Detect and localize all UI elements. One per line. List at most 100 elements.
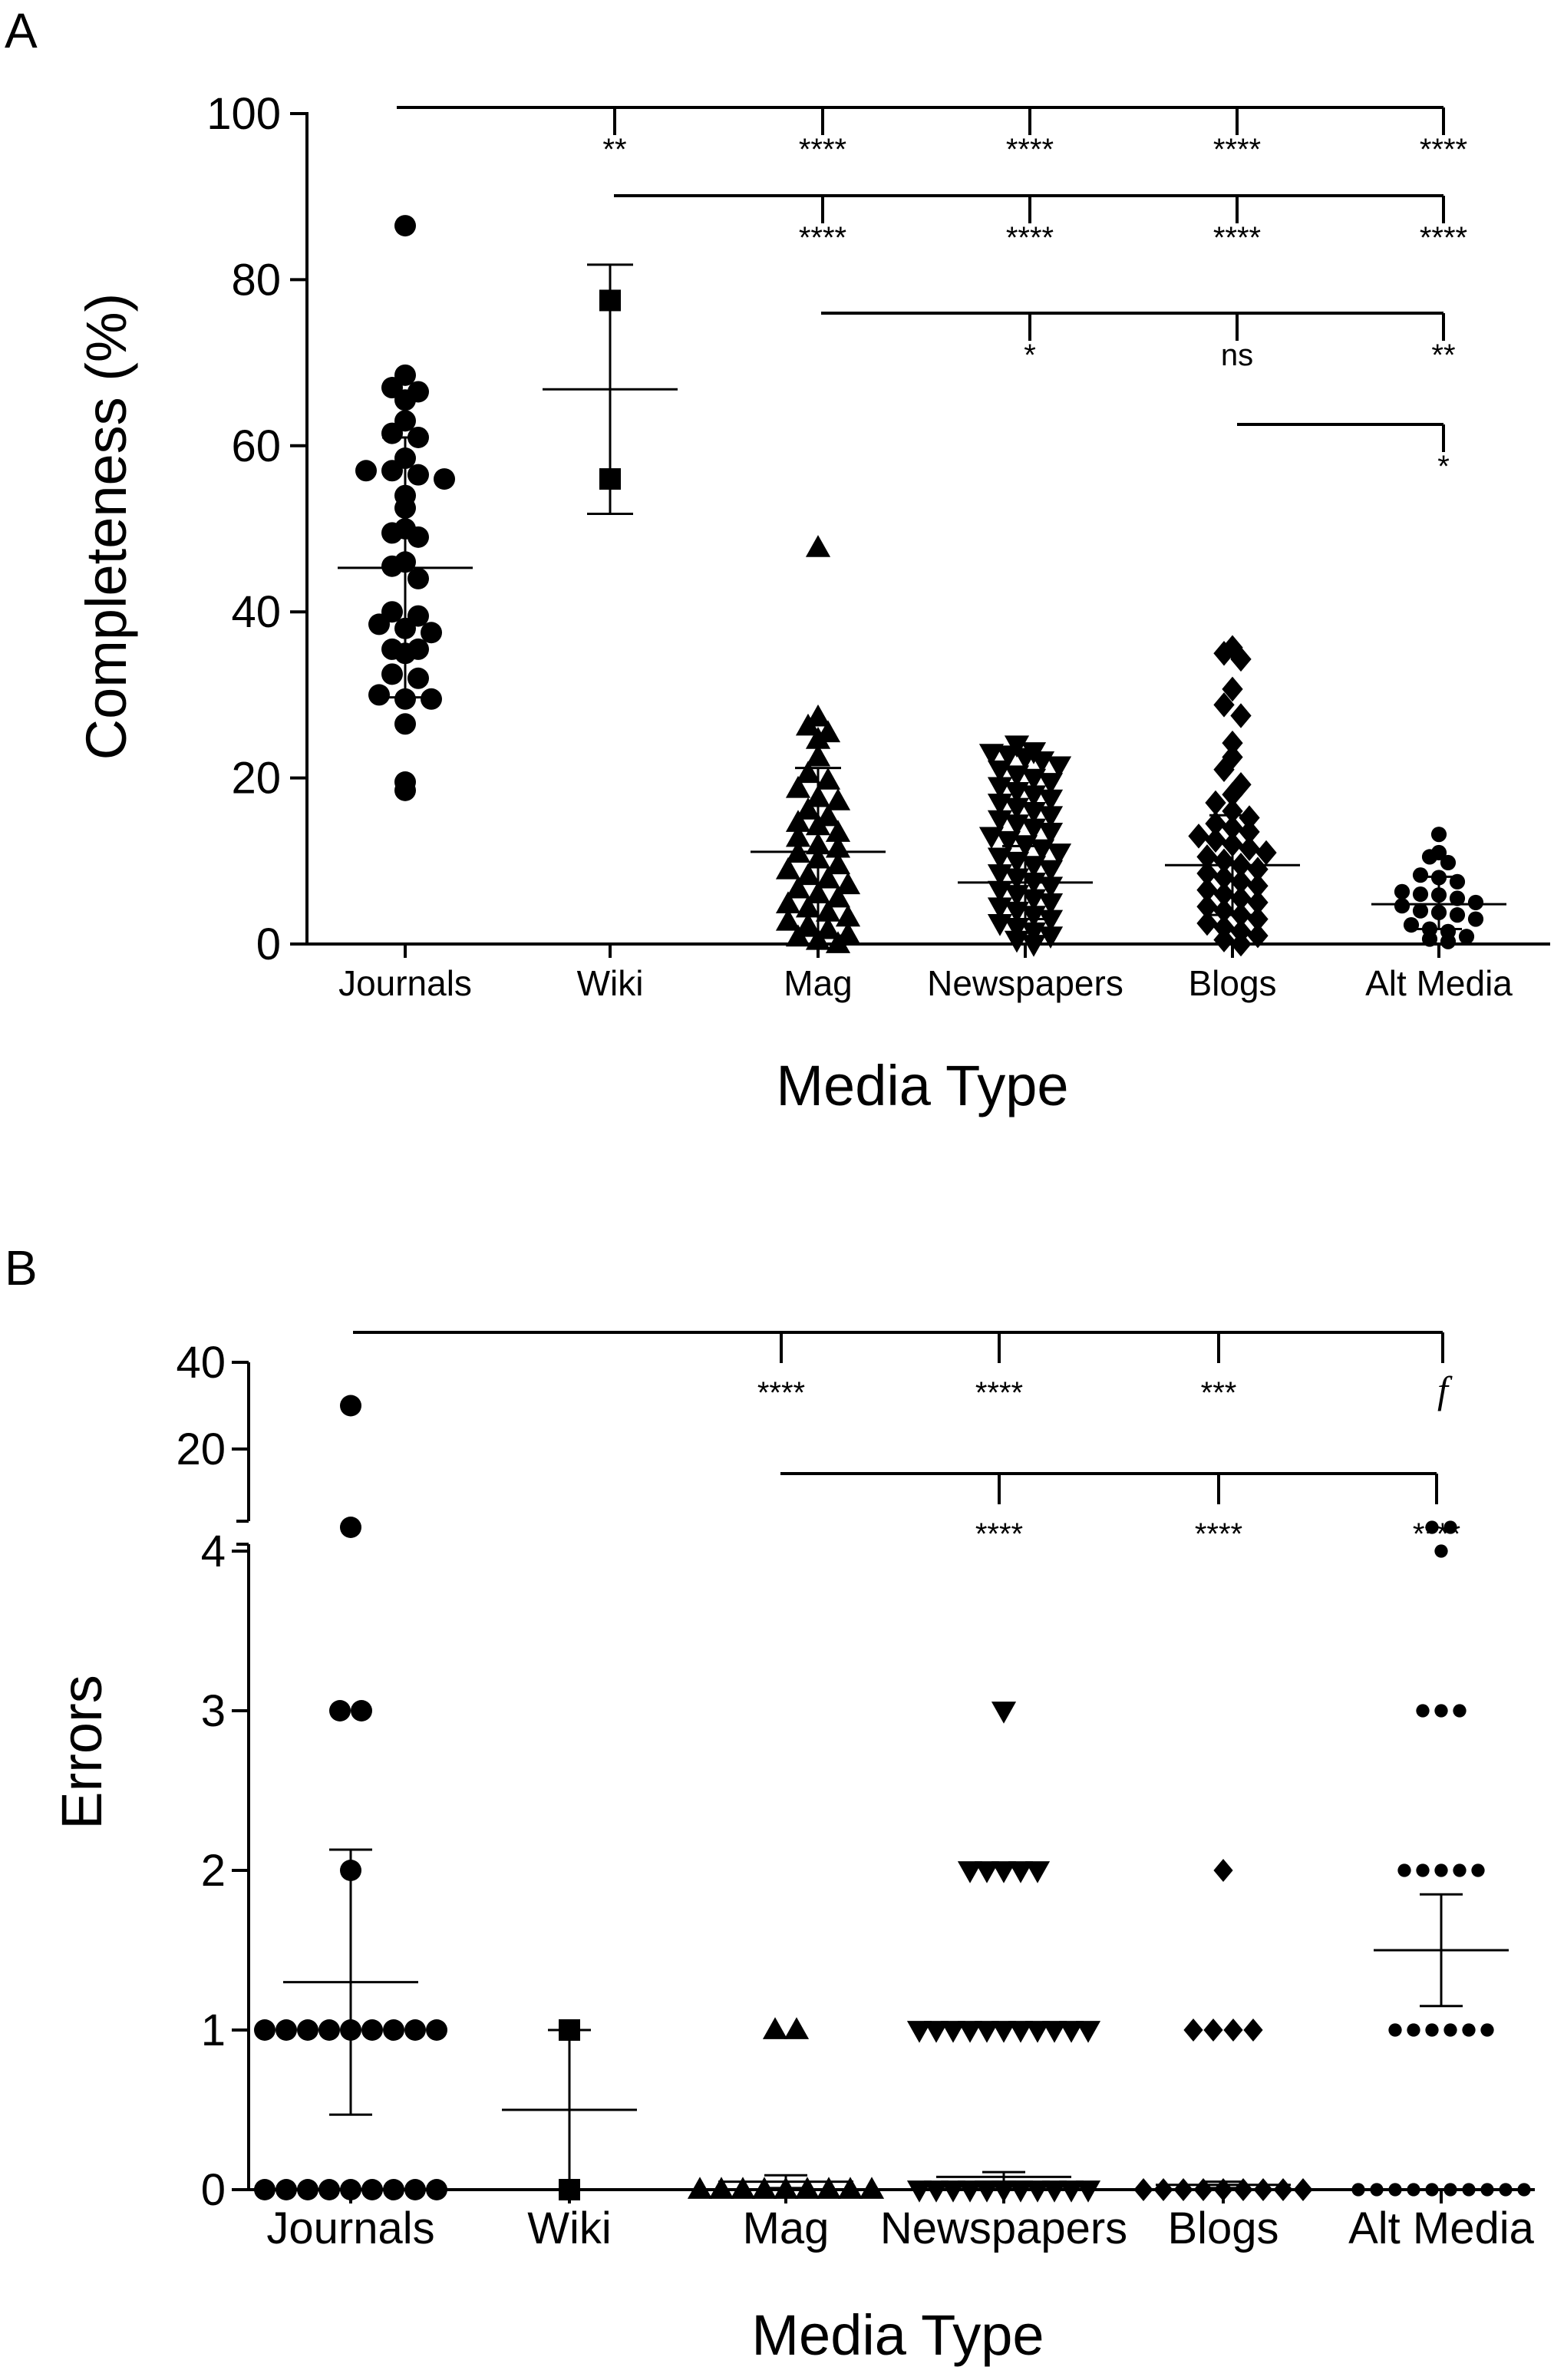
panel-b-point-alt-media xyxy=(1443,2023,1457,2037)
panel-b-point-alt-media xyxy=(1480,2023,1494,2037)
panel-a-point-blogs xyxy=(1213,927,1235,952)
panel-b-point-blogs xyxy=(1243,2019,1263,2042)
panel-b-point-mag xyxy=(816,2177,842,2199)
panel-a-point-journals xyxy=(394,389,416,411)
panel-a-point-blogs xyxy=(1230,646,1252,672)
panel-a-significance-journals-vs-alt-media: **** xyxy=(1420,133,1467,167)
panel-a-point-mag xyxy=(825,885,851,908)
panel-b-point-newspapers xyxy=(940,2180,966,2203)
panel-a-significance-wiki-vs-mag: **** xyxy=(799,221,846,255)
panel-a-point-newspapers xyxy=(995,745,1021,768)
panel-a-point-mag xyxy=(805,535,831,557)
panel-b-point-blogs xyxy=(1233,2178,1253,2201)
panel-b-point-mag xyxy=(687,2177,713,2199)
panel-b-point-newspapers xyxy=(974,2180,1000,2203)
panel-b-point-alt-media xyxy=(1480,2183,1494,2197)
panel-b-point-alt-media xyxy=(1434,1544,1448,1558)
panel-b-point-alt-media xyxy=(1351,2183,1365,2197)
panel-b-significance-journals-vs-mag: **** xyxy=(757,1376,805,1410)
panel-a-point-blogs xyxy=(1196,910,1218,936)
panel-a-axes: 0 20 40 60 80 100 Journals Wiki Mag Newspapers Blo… xyxy=(206,89,1550,1003)
panel-b-point-newspapers xyxy=(1058,2180,1084,2203)
panel-a-point-journals xyxy=(381,522,403,544)
panel-b-point-journals xyxy=(383,2019,404,2041)
panel-b-point-newspapers xyxy=(991,2180,1017,2203)
panel-b-point-journals xyxy=(275,2019,297,2041)
panel-a-point-mag xyxy=(805,927,831,950)
panel-a-point-mag xyxy=(795,863,821,886)
panel-b-point-newspapers xyxy=(957,2021,983,2043)
panel-b-point-alt-media xyxy=(1453,1704,1467,1718)
panel-b-point-alt-media xyxy=(1499,2183,1513,2197)
panel-b-point-blogs xyxy=(1133,2178,1153,2201)
panel-b-point-alt-media xyxy=(1388,2183,1402,2197)
panel-a-point-mag xyxy=(775,908,801,931)
panel-b-x-axis-title: Media Type xyxy=(751,2303,1044,2367)
panel-a-point-alt-media xyxy=(1421,849,1438,865)
panel-b-point-journals xyxy=(254,2019,275,2041)
panel-b-point-journals xyxy=(404,2019,426,2041)
panel-a-point-journals xyxy=(368,613,390,635)
panel-a-point-blogs xyxy=(1196,860,1218,886)
panel-b-error-bars xyxy=(283,1848,1509,2191)
panel-b-point-alt-media xyxy=(1462,2183,1476,2197)
panel-a-point-journals xyxy=(407,526,429,548)
panel-a-significance-blogs-vs-alt-media: * xyxy=(1437,450,1450,484)
panel-a-data-points xyxy=(355,215,1484,957)
panel-b-point-journals xyxy=(318,2019,340,2041)
panel-b-point-newspapers xyxy=(957,2180,983,2203)
panel-b-point-newspapers xyxy=(1008,2180,1034,2203)
panel-a-significance-journals-vs-newspapers: **** xyxy=(1006,133,1054,167)
panel-b-point-alt-media xyxy=(1370,2183,1384,2197)
panel-a-point-newspapers xyxy=(1038,893,1064,916)
panel-a-point-journals xyxy=(355,460,377,482)
panel-b-y-tick-label: 2 xyxy=(201,1846,226,1896)
panel-a-significance-journals-vs-blogs: **** xyxy=(1213,133,1261,167)
panel-a-point-mag xyxy=(805,727,831,749)
panel-b-significance-journals-vs-alt-media: f xyxy=(1437,1368,1453,1411)
panel-b-point-journals xyxy=(426,2019,447,2041)
panel-a-point-blogs xyxy=(1247,857,1269,882)
panel-b-point-blogs xyxy=(1253,2178,1273,2201)
panel-b-point-blogs xyxy=(1153,2178,1173,2201)
panel-a-point-newspapers xyxy=(978,744,1005,766)
panel-a-x-tick-label-blogs: Blogs xyxy=(1188,963,1276,1003)
panel-b-point-newspapers xyxy=(1041,2021,1067,2043)
panel-b-point-journals xyxy=(426,2179,447,2200)
panel-b-point-newspapers xyxy=(974,2021,1000,2043)
panel-a-significance-wiki-vs-blogs: **** xyxy=(1213,221,1261,255)
panel-a-point-alt-media xyxy=(1403,917,1420,933)
panel-a-point-mag xyxy=(825,931,851,953)
panel-a-point-journals xyxy=(421,622,442,644)
panel-a-point-blogs xyxy=(1239,805,1260,830)
panel-a-point-journals xyxy=(394,779,416,801)
panel-a-point-mag xyxy=(835,904,861,927)
panel-b-y-tick-label: 1 xyxy=(201,2005,226,2055)
panel-a-point-newspapers xyxy=(1038,860,1064,883)
panel-a-point-journals xyxy=(381,663,403,685)
panel-b-point-blogs xyxy=(1273,2178,1293,2201)
panel-b-point-alt-media xyxy=(1416,1704,1430,1718)
panel-a-point-journals xyxy=(381,460,403,482)
panel-a-point-blogs xyxy=(1213,848,1235,874)
panel-b-point-mag xyxy=(762,2017,788,2039)
panel-a-point-mag xyxy=(815,916,841,939)
panel-a-point-blogs xyxy=(1230,869,1252,895)
panel-a-point-journals xyxy=(421,688,442,710)
panel-b-point-mag xyxy=(708,2177,734,2199)
panel-a-point-alt-media xyxy=(1412,903,1429,919)
panel-b-point-alt-media xyxy=(1453,1863,1467,1877)
panel-b-point-alt-media xyxy=(1388,2023,1402,2037)
panel-a-point-alt-media xyxy=(1394,883,1410,900)
panel-a-point-blogs xyxy=(1196,844,1218,870)
panel-a-point-alt-media xyxy=(1421,931,1438,947)
panel-a-point-blogs xyxy=(1196,894,1218,919)
panel-a-point-journals xyxy=(394,713,416,735)
panel-b-point-blogs xyxy=(1213,2178,1233,2201)
panel-a-x-tick-label-wiki: Wiki xyxy=(577,963,644,1003)
panel-a-point-blogs xyxy=(1213,757,1235,783)
panel-a-point-blogs xyxy=(1230,931,1252,957)
panel-a-point-mag xyxy=(815,866,841,889)
panel-b-point-alt-media xyxy=(1397,1863,1411,1877)
panel-a-y-axis-title: Completeness (%) xyxy=(74,293,138,761)
